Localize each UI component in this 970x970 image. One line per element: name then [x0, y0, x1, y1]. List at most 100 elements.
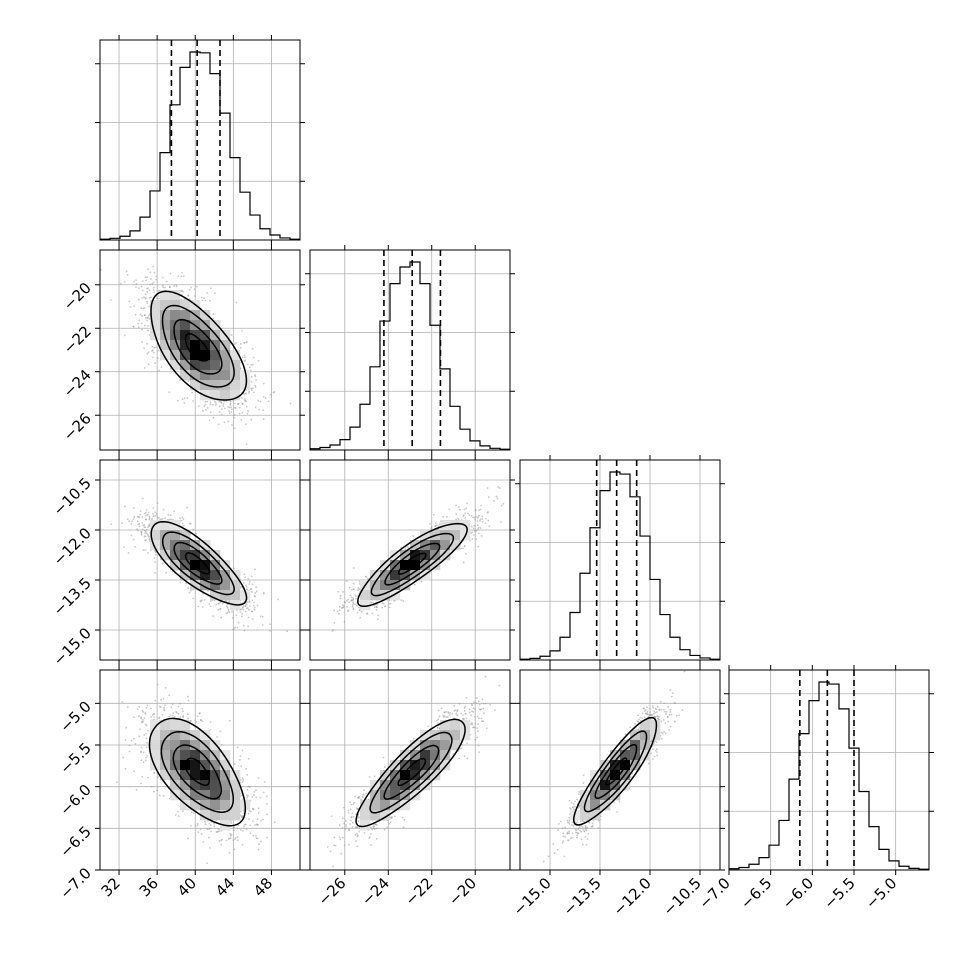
scatter-point [249, 832, 252, 835]
panel-content [310, 460, 510, 660]
scatter-point [196, 822, 199, 825]
scatter-point [125, 270, 128, 273]
scatter-point [127, 551, 130, 554]
scatter-point [142, 718, 144, 721]
density-cell [450, 740, 461, 751]
scatter-point [464, 705, 467, 708]
contour-level [160, 730, 235, 813]
histogram-3 [729, 681, 929, 870]
scatter-point [139, 313, 142, 316]
density-cell [160, 310, 171, 321]
scatter-point [480, 717, 483, 720]
scatter-point [236, 827, 239, 830]
scatter-point [100, 268, 102, 271]
scatter-point [132, 716, 135, 719]
scatter-point [201, 606, 204, 608]
scatter-point [179, 715, 182, 718]
scatter-point [465, 696, 468, 699]
scatter-point [265, 813, 268, 816]
scatter-point [208, 847, 211, 849]
scatter-point [341, 836, 344, 839]
scatter-point [158, 717, 160, 720]
scatter-point [663, 702, 666, 705]
density-cell [220, 360, 231, 371]
scatter-point [139, 782, 142, 785]
scatter-point [219, 401, 222, 403]
panel-frame [309, 669, 511, 871]
scatter-point [350, 588, 353, 591]
x-tick-label: −22 [401, 874, 436, 909]
scatter-point [358, 606, 361, 609]
scatter-point [143, 296, 145, 299]
scatter-point [333, 621, 336, 624]
scatter-point [192, 812, 195, 815]
density-cell [390, 550, 401, 561]
contour-level [150, 520, 248, 606]
y-tick-label: −13.5 [50, 574, 95, 619]
scatter-point [352, 601, 355, 604]
scatter-point [144, 293, 147, 296]
density-cell [180, 330, 191, 341]
density-cell [180, 310, 191, 321]
scatter-point [243, 341, 246, 344]
scatter-point [218, 840, 221, 842]
density-cell [180, 570, 191, 581]
scatter-point [643, 716, 646, 719]
scatter-point [338, 609, 341, 612]
density-cell [230, 350, 241, 361]
scatter-point [253, 608, 256, 611]
scatter-point [338, 836, 341, 839]
scatter-point [153, 346, 156, 349]
scatter-point [484, 675, 487, 678]
density-cell [180, 360, 191, 371]
scatter-point [138, 516, 141, 519]
panel-2-0 [99, 459, 301, 661]
scatter-point [248, 583, 251, 585]
density-cell [210, 340, 221, 351]
density-cell [160, 340, 171, 351]
scatter-point [144, 539, 146, 542]
scatter-point [639, 716, 642, 719]
scatter-point [257, 777, 260, 779]
scatter-point [128, 750, 131, 753]
panel-frame [309, 249, 511, 451]
scatter-point [208, 836, 210, 839]
scatter-point [262, 395, 265, 398]
scatter-point [369, 836, 371, 838]
density-cell [150, 730, 161, 741]
density-cell [160, 750, 171, 761]
scatter-point [153, 557, 156, 559]
density-cell [210, 740, 221, 751]
scatter-point [232, 826, 235, 829]
scatter-point [464, 712, 467, 715]
scatter-point [257, 359, 260, 362]
scatter-point [455, 518, 458, 521]
scatter-point [173, 510, 176, 513]
scatter-point [338, 824, 341, 827]
scatter-point [181, 522, 184, 525]
scatter-point [660, 737, 663, 740]
scatter-point [286, 630, 289, 633]
density-cell [190, 340, 201, 351]
scatter-point [214, 402, 217, 404]
scatter-point [183, 297, 186, 300]
scatter-point [142, 751, 145, 754]
scatter-point [141, 522, 144, 524]
scatter-point [247, 757, 250, 760]
density-cell [200, 790, 211, 801]
scatter-point [241, 816, 244, 818]
scatter-point [239, 814, 242, 817]
scatter-point [154, 561, 157, 564]
density-cell [380, 780, 391, 791]
scatter-point [173, 285, 176, 287]
scatter-point [346, 605, 348, 608]
density-cell [180, 530, 191, 541]
density-cell [210, 560, 221, 571]
contour-level [184, 332, 211, 362]
scatter-point [488, 525, 491, 528]
scatter-point [482, 707, 485, 710]
scatter-point [138, 715, 140, 718]
scatter-point [370, 601, 372, 604]
scatter-point [455, 504, 458, 507]
scatter-point [412, 737, 415, 740]
